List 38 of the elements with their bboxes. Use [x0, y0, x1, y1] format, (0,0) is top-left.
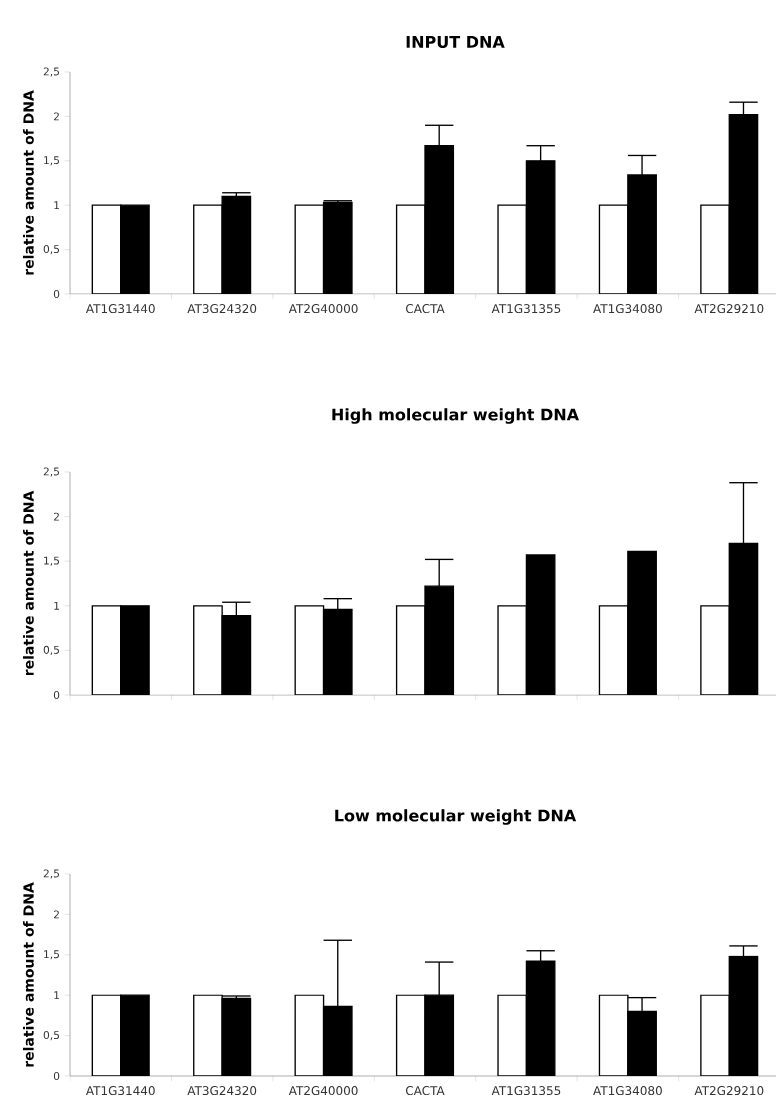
x-tick-label: AT2G40000 — [288, 1086, 358, 1096]
x-tick-label: AT3G24320 — [187, 1086, 257, 1096]
y-tick-label: 1,5 — [44, 950, 60, 960]
x-tick-label: AT2G29210 — [694, 304, 764, 314]
y-tick-label: 1,5 — [44, 156, 60, 166]
x-tick-label: CACTA — [405, 1086, 445, 1096]
y-axis-title: relative amount of DNA — [23, 490, 34, 676]
chart-title: High molecular weight DNA — [332, 408, 579, 424]
y-tick-label: 2,5 — [43, 67, 60, 77]
x-tick-label: AT1G31355 — [491, 304, 561, 314]
y-axis-title: relative amount of DNA — [23, 90, 34, 275]
x-tick-label: AT2G29210 — [694, 1086, 764, 1096]
x-tick-label: AT1G34080 — [593, 1086, 662, 1096]
x-tick-label: AT2G40000 — [288, 304, 358, 314]
y-tick-label: 1 — [54, 601, 59, 610]
y-tick-label: 2 — [53, 910, 59, 919]
x-tick-label: AT3G24320 — [187, 304, 257, 314]
y-tick-label: 0 — [53, 289, 60, 299]
x-tick-label: AT1G31440 — [85, 304, 155, 314]
y-tick-label: 1 — [54, 201, 59, 210]
chart-title: Low molecular weight DNA — [335, 809, 577, 825]
x-tick-label: CACTA — [405, 304, 445, 314]
y-tick-label: 0,5 — [43, 245, 60, 255]
chart-title: INPUT DNA — [406, 36, 505, 48]
y-tick-label: 2 — [53, 112, 59, 121]
y-tick-label: 2,5 — [43, 467, 60, 477]
y-tick-label: 0 — [53, 690, 60, 700]
y-tick-label: 2,5 — [43, 869, 60, 879]
y-tick-label: 0,5 — [43, 1031, 60, 1041]
y-axis-title: relative amount of DNA — [23, 882, 34, 1067]
y-tick-label: 0 — [53, 1071, 60, 1081]
x-tick-label: AT1G31355 — [491, 1086, 561, 1096]
x-tick-label: AT1G34080 — [593, 304, 662, 314]
y-tick-label: 2 — [53, 512, 59, 521]
y-tick-label: 1 — [54, 991, 59, 1000]
y-tick-label: 0,5 — [43, 645, 60, 655]
y-tick-label: 1,5 — [44, 556, 60, 566]
x-tick-label: AT1G31440 — [85, 1086, 155, 1096]
